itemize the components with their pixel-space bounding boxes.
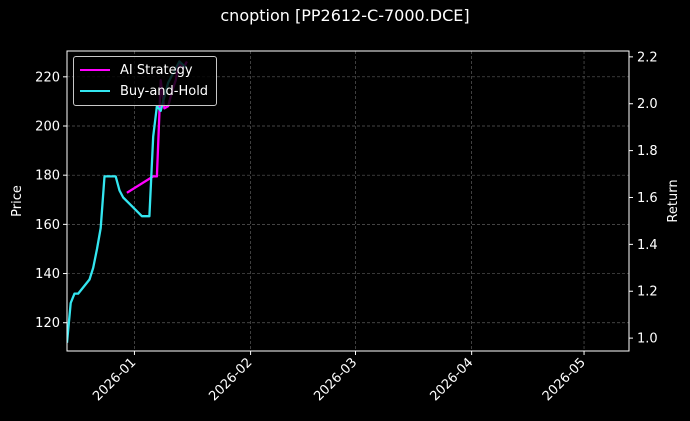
left-tick-label: 120 [35,316,60,331]
left-tick-label: 220 [35,70,60,85]
legend-label-buy-and-hold: Buy-and-Hold [120,83,209,99]
right-tick-label: 1.2 [637,285,658,300]
x-tick-label: 2026-04 [427,355,476,404]
x-tick-label: 2026-01 [90,355,139,404]
right-tick-label: 1.4 [637,238,658,253]
plot-frame [66,50,630,352]
left-tick-label: 180 [35,169,60,184]
y-axis-label-left: Price [10,185,25,217]
x-tick-label: 2026-03 [311,355,360,404]
chart-title: cnoption [PP2612-C-7000.DCE] [220,6,470,25]
x-tick-label: 2026-05 [540,355,589,404]
left-tick-label: 140 [35,267,60,282]
right-tick-label: 2.0 [637,97,658,112]
left-tick-label: 160 [35,218,60,233]
legend-item-ai-strategy: AI Strategy [80,61,193,79]
y-axis-label-right: Return [666,179,681,222]
chart-legend: AI Strategy Buy-and-Hold [73,56,217,106]
right-tick-label: 1.8 [637,144,658,159]
x-tick-label: 2026-02 [206,355,255,404]
legend-swatch-buy-and-hold [80,90,110,92]
left-tick-label: 200 [35,120,60,135]
legend-item-buy-and-hold: Buy-and-Hold [80,82,208,100]
right-tick-label: 1.6 [637,191,658,206]
right-tick-label: 2.2 [637,50,658,65]
legend-swatch-ai-strategy [80,69,110,71]
legend-label-ai-strategy: AI Strategy [120,62,193,78]
right-tick-label: 1.0 [637,332,658,347]
